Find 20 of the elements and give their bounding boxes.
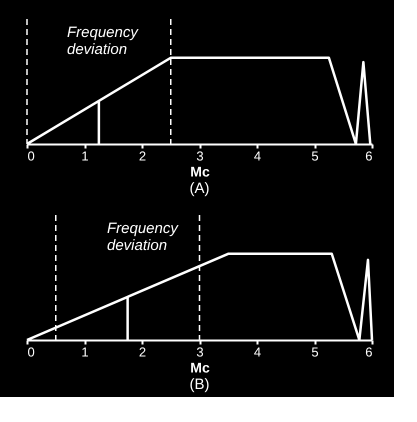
x-tick-label: 0 xyxy=(28,148,35,164)
x-tick-label: 1 xyxy=(81,148,89,164)
x-tick-label: 2 xyxy=(138,344,146,360)
x-tick-label: 0 xyxy=(28,344,35,360)
x-tick-label: 4 xyxy=(254,344,262,360)
x-tick-label: 2 xyxy=(138,148,146,164)
x-axis-title: Mc xyxy=(190,164,210,180)
annotation: Frequency deviation xyxy=(67,24,140,58)
x-tick-label: 3 xyxy=(196,344,204,360)
x-tick-label: 5 xyxy=(311,344,319,360)
x-tick-label: 6 xyxy=(365,148,372,164)
x-tick-label: 3 xyxy=(196,148,204,164)
text: (A) xyxy=(190,180,210,197)
x-tick-label: 5 xyxy=(311,148,319,164)
x-axis-title: Mc xyxy=(190,360,210,376)
x-tick-label: 1 xyxy=(81,344,89,360)
annotation: Frequency deviation xyxy=(107,220,180,254)
x-tick-label: 4 xyxy=(254,148,262,164)
text: (B) xyxy=(190,376,210,393)
x-tick-label: 6 xyxy=(365,344,372,360)
